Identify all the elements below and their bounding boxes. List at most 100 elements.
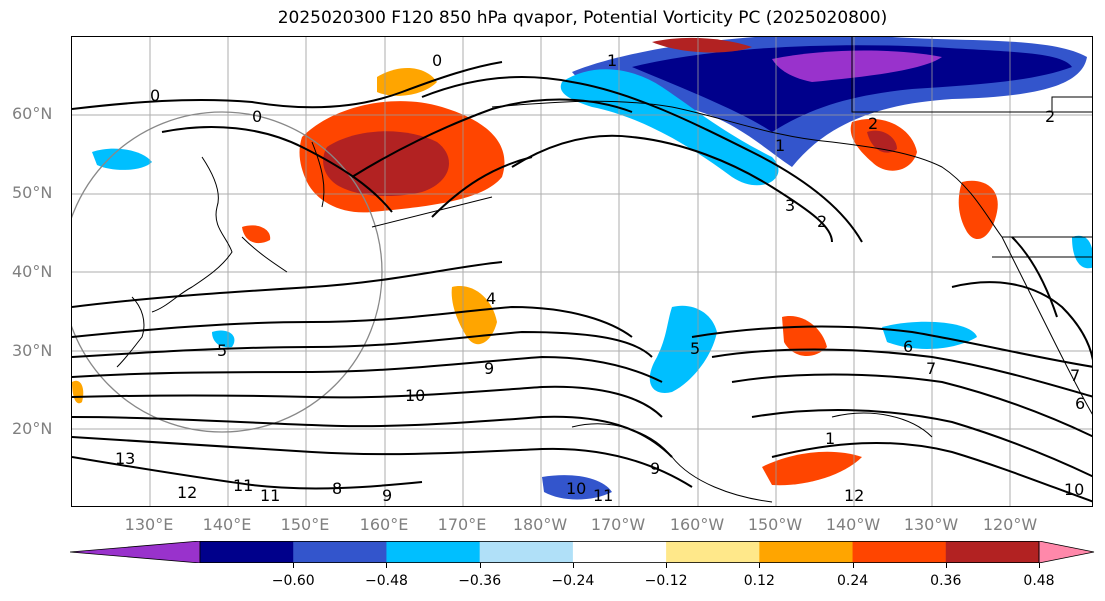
contour-label: 5 (690, 339, 701, 358)
colorbar-tick-mark (852, 563, 854, 568)
lat-label-20n: 20°N (12, 419, 53, 438)
contour-label: 10 (405, 386, 426, 405)
contour-label: 2 (817, 212, 828, 231)
small-patch (762, 451, 862, 486)
colorbar-segment (666, 541, 760, 563)
plot-title: 2025020300 F120 850 hPa qvapor, Potentia… (277, 8, 888, 28)
small-patch (782, 316, 827, 357)
pv-contours (72, 61, 1092, 503)
contour-label: 7 (1070, 366, 1081, 385)
graticule (72, 37, 1092, 506)
lat-label-50n: 50°N (12, 183, 53, 202)
colorbar-tick-mark (572, 563, 574, 568)
colorbar-tick-mark (386, 563, 388, 568)
coast-positive-patch (958, 180, 998, 240)
contour-label: 5 (217, 341, 228, 360)
contour-label: 3 (785, 196, 796, 215)
lon-label-170e: 170°E (437, 515, 487, 534)
colorbar-tick-mark (1039, 563, 1040, 568)
contour-label: 0 (150, 86, 161, 105)
colorbar-segment (386, 541, 481, 563)
small-patch (212, 330, 235, 348)
colorbar-segment (572, 541, 667, 563)
lon-label-160e: 160°E (359, 515, 409, 534)
contour-label: 1 (825, 429, 836, 448)
contour-label: 0 (252, 107, 263, 126)
contour-label: 11 (593, 486, 614, 505)
colorbar-segment (945, 541, 1040, 563)
colorbar-tick-mark (759, 563, 761, 568)
contour-label: 0 (432, 51, 443, 70)
contour-label: 9 (650, 459, 661, 478)
positive-anomaly-core (323, 131, 449, 197)
lat-label-30n: 30°N (12, 341, 53, 360)
lat-label-40n: 40°N (12, 262, 53, 281)
reference-circle (72, 111, 383, 433)
small-patch (242, 225, 271, 244)
contour-label: 9 (484, 359, 495, 378)
lon-label-140e: 140°E (202, 515, 252, 534)
contour-label: 2 (1045, 107, 1056, 126)
contour-label: 4 (486, 289, 497, 308)
lat-label-60n: 60°N (12, 104, 53, 123)
colorbar-segment (70, 541, 201, 563)
contour-label: 6 (903, 337, 914, 356)
lon-label-170w: 170°W (590, 515, 646, 534)
small-patch (92, 148, 152, 170)
lon-label-160w: 160°W (669, 515, 725, 534)
colorbar (70, 541, 1095, 563)
colorbar-tick-mark (479, 563, 481, 568)
contour-label: 10 (1064, 480, 1085, 499)
colorbar-tick-label: −0.36 (458, 573, 502, 589)
colorbar-tick-label: −0.60 (271, 573, 315, 589)
colorbar-tick-mark (666, 563, 668, 568)
colorbar-tick-label: −0.48 (364, 573, 408, 589)
negative-anomaly-fringe (560, 69, 779, 186)
colorbar-segment (759, 541, 854, 563)
colorbar-tick-label: −0.24 (551, 573, 595, 589)
positive-anomaly-top (652, 37, 752, 53)
lon-label-180w: 180°W (512, 515, 568, 534)
map-canvas (72, 37, 1092, 506)
negative-anomaly-peak (772, 50, 942, 82)
contour-label: 6 (1075, 394, 1086, 413)
colorbar-tick-label: 0.24 (836, 573, 869, 589)
small-patch (542, 475, 612, 500)
contour-label: 11 (260, 486, 281, 505)
small-patch (649, 305, 717, 393)
contour-label: 9 (382, 486, 393, 505)
contour-label: 11 (233, 476, 254, 495)
colorbar-tick-label: 0.48 (1023, 573, 1055, 589)
colorbar-tick-label: −0.12 (644, 573, 688, 589)
lon-label-130w: 130°W (903, 515, 959, 534)
lon-label-120w: 120°W (982, 515, 1038, 534)
lon-label-150e: 150°E (280, 515, 330, 534)
small-patch (1072, 235, 1092, 269)
lon-label-140w: 140°W (825, 515, 881, 534)
colorbar-segment (200, 541, 294, 563)
colorbar-tick-mark (945, 563, 947, 568)
small-patch (72, 380, 84, 404)
coastlines (116, 37, 1092, 415)
colorbar-tick-label: 0.12 (743, 573, 775, 589)
contour-label: 8 (332, 479, 343, 498)
contour-label: 12 (177, 483, 198, 502)
contour-label: 7 (926, 359, 937, 378)
contour-label: 10 (566, 479, 587, 498)
colorbar-segment (1038, 541, 1095, 563)
map-panel (71, 36, 1093, 507)
contour-label: 1 (775, 136, 786, 155)
colorbar-tick-label: 0.36 (930, 573, 962, 589)
contour-label: 1 (607, 51, 618, 70)
colorbar-tick-mark (293, 563, 295, 568)
lon-label-150w: 150°W (747, 515, 803, 534)
thin-contours (571, 412, 933, 503)
positive-anomaly-fringe (377, 67, 437, 96)
lon-label-130e: 130°E (124, 515, 174, 534)
gulf-positive-core (867, 130, 897, 153)
colorbar-segment (479, 541, 574, 563)
contour-label: 13 (115, 449, 136, 468)
colorbar-outline (199, 541, 1040, 563)
contour-label: 2 (868, 114, 879, 133)
contour-label: 12 (844, 486, 865, 505)
